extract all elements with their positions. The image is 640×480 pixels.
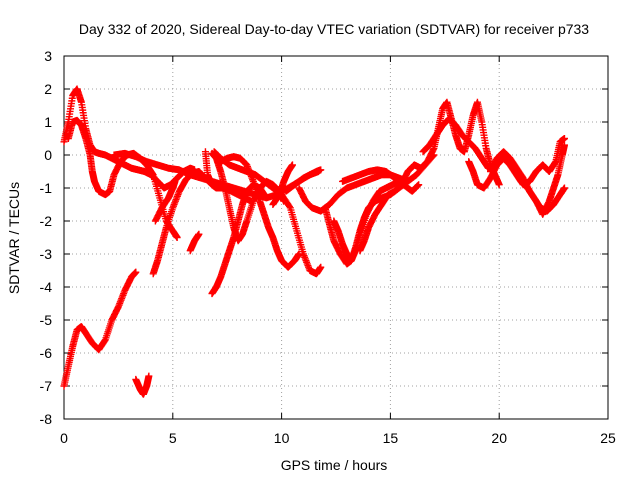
series-sat-m xyxy=(217,153,303,271)
series-sat-o xyxy=(282,166,325,195)
x-tick-label: 15 xyxy=(383,430,399,446)
series-sat-s xyxy=(339,166,423,195)
x-tick-label: 5 xyxy=(169,430,177,446)
data-points-layer xyxy=(60,85,568,398)
y-tick-label: -5 xyxy=(40,312,53,328)
data-point xyxy=(317,263,325,271)
series-sat-c xyxy=(64,116,181,241)
x-tick-label: 20 xyxy=(491,430,507,446)
data-point xyxy=(415,181,423,189)
y-tick-label: -1 xyxy=(40,180,53,196)
y-tick-label: -7 xyxy=(40,378,53,394)
series-sat-a xyxy=(60,268,140,390)
series-sat-e xyxy=(132,372,153,398)
data-point xyxy=(132,268,140,276)
x-tick-label: 0 xyxy=(60,430,68,446)
y-tick-label: 2 xyxy=(44,81,52,97)
series-sat-g xyxy=(186,230,203,255)
data-point xyxy=(495,181,503,189)
data-point xyxy=(288,161,296,169)
y-tick-label: 1 xyxy=(44,114,52,130)
data-point xyxy=(173,234,181,241)
x-axis-tick-labels: 0 5 10 15 20 25 xyxy=(60,430,616,446)
y-tick-label: -3 xyxy=(40,246,53,262)
series-sat-p xyxy=(295,151,438,215)
y-axis-tick-labels: -8 -7 -6 -5 -4 -3 -2 -1 0 1 2 3 xyxy=(40,48,53,427)
plot-frame xyxy=(63,55,609,420)
y-tick-label: -6 xyxy=(40,345,53,361)
y-axis-label: SDTVAR / TECUs xyxy=(6,182,22,294)
series-sat-v xyxy=(465,135,568,192)
data-point xyxy=(285,202,293,210)
y-tick-label: -2 xyxy=(40,213,53,229)
data-point xyxy=(195,230,203,238)
series-sat-b xyxy=(60,85,199,192)
x-tick-label: 10 xyxy=(274,430,290,446)
data-point xyxy=(145,372,153,380)
chart-title: Day 332 of 2020, Sidereal Day-to-day VTE… xyxy=(79,21,589,37)
data-point xyxy=(560,135,568,142)
y-tick-label: 3 xyxy=(44,48,52,64)
data-point xyxy=(560,184,568,192)
y-tick-label: -8 xyxy=(40,411,53,427)
data-point xyxy=(295,250,303,258)
data-point xyxy=(317,166,325,174)
x-tick-label: 25 xyxy=(600,430,616,446)
x-axis-label: GPS time / hours xyxy=(281,457,388,473)
y-tick-label: 0 xyxy=(44,147,52,163)
data-point xyxy=(560,141,568,149)
y-tick-label: -4 xyxy=(40,279,53,295)
data-point xyxy=(171,177,179,185)
series-sat-w xyxy=(486,141,568,218)
series-sat-f xyxy=(151,177,179,225)
series-sat-n xyxy=(269,161,296,208)
